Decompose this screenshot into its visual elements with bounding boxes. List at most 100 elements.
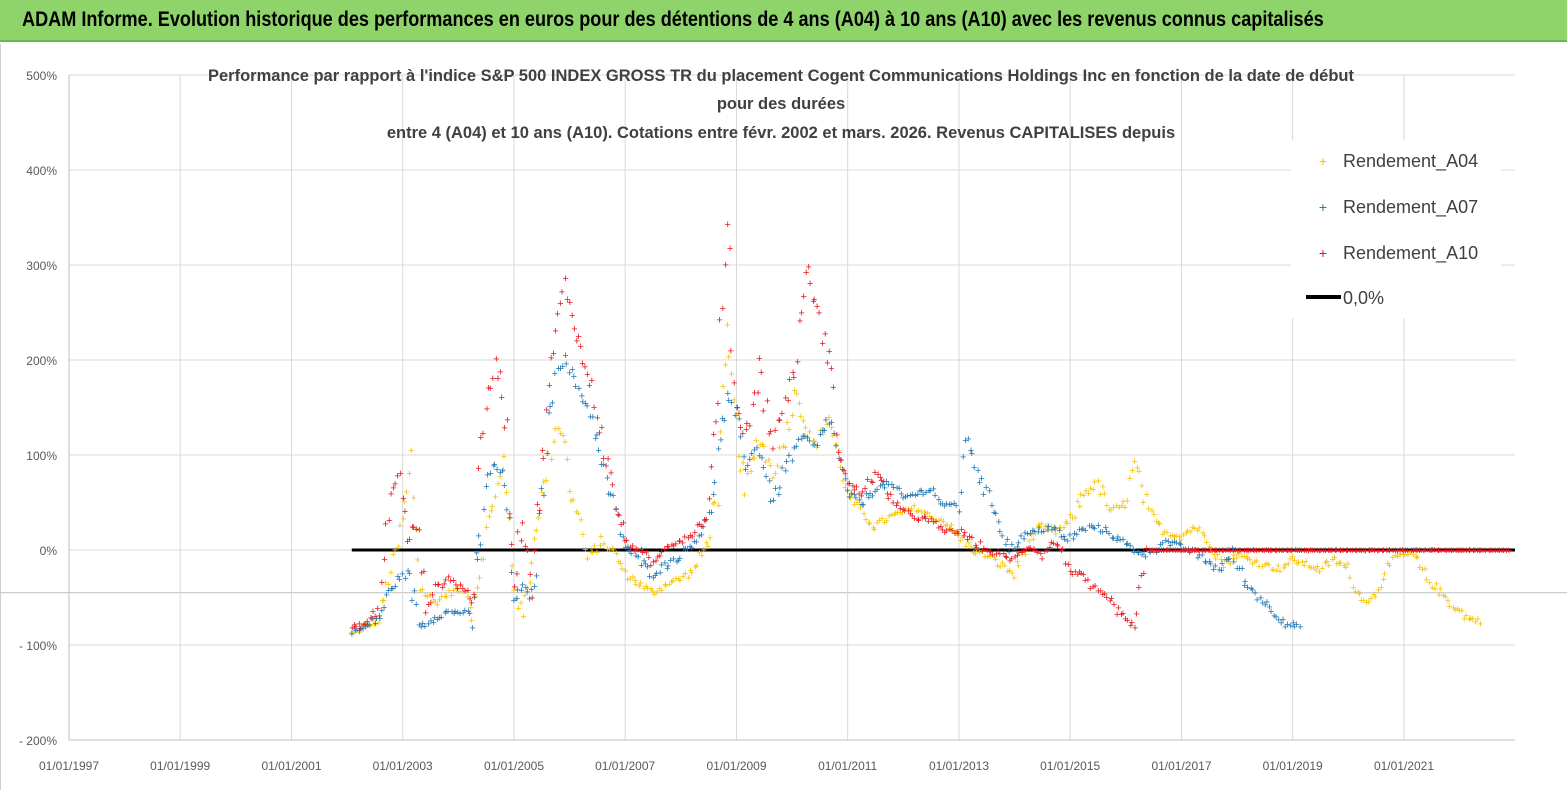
point-a07: +: [836, 453, 842, 465]
point-a07: +: [814, 440, 820, 452]
point-a07: +: [1208, 559, 1214, 571]
point-a04: +: [417, 585, 423, 597]
point-a10: +: [1466, 545, 1472, 557]
point-a07: +: [1147, 547, 1153, 559]
point-a04: +: [364, 619, 370, 631]
point-a04: +: [1035, 521, 1041, 533]
point-a10: +: [696, 519, 702, 531]
point-a10: +: [485, 382, 491, 394]
y-tick-label: 200%: [26, 354, 57, 368]
chart-frame: + + + + + + + + + + + + + + + + + + + + + + + + + + + + + + + + + + + + + + + +…: [0, 44, 1567, 790]
point-a04: +: [388, 567, 394, 579]
point-a04: +: [1252, 556, 1258, 568]
point-a10: +: [1442, 545, 1448, 557]
point-a07: +: [975, 465, 981, 477]
point-a10: +: [635, 545, 641, 557]
point-a10: +: [1129, 617, 1135, 629]
point-a10: +: [1327, 545, 1333, 557]
point-a10: +: [838, 455, 844, 467]
point-a07: +: [399, 568, 405, 580]
point-a10: +: [638, 544, 644, 556]
point-a10: +: [529, 592, 535, 604]
point-a10: +: [770, 444, 776, 456]
point-a10: +: [514, 569, 520, 581]
point-a04: +: [356, 627, 362, 639]
point-a04: +: [703, 537, 709, 549]
point-a04: +: [1275, 561, 1281, 573]
point-a04: +: [442, 591, 448, 603]
point-a04: +: [556, 423, 562, 435]
point-a04: +: [465, 592, 471, 604]
point-a10: +: [1068, 566, 1074, 578]
point-a04: +: [844, 485, 850, 497]
point-a10: +: [539, 445, 545, 457]
point-a04: +: [474, 583, 480, 595]
point-a10: +: [1429, 545, 1435, 557]
point-a07: +: [745, 460, 751, 472]
point-a10: +: [767, 426, 773, 438]
point-a07: +: [1099, 527, 1105, 539]
point-a07: +: [584, 400, 590, 412]
point-a10: +: [860, 487, 866, 499]
point-a07: +: [1006, 546, 1012, 558]
point-a04: +: [1015, 560, 1021, 572]
point-a10: +: [1284, 545, 1290, 557]
point-a10: +: [379, 577, 385, 589]
point-a04: +: [376, 618, 382, 630]
point-a10: +: [375, 603, 381, 615]
point-a07: +: [962, 435, 968, 447]
point-a04: +: [726, 351, 732, 363]
point-a04: +: [540, 477, 546, 489]
point-a04: +: [1381, 569, 1387, 581]
point-a07: +: [1177, 539, 1183, 551]
point-a10: +: [1285, 545, 1291, 557]
point-a07: +: [541, 490, 547, 502]
point-a04: +: [772, 468, 778, 480]
point-a07: +: [716, 443, 722, 455]
point-a10: +: [856, 489, 862, 501]
point-a04: +: [963, 541, 969, 553]
point-a04: +: [1151, 509, 1157, 521]
point-a07: +: [989, 500, 995, 512]
point-a10: +: [801, 291, 807, 303]
point-a10: +: [1078, 568, 1084, 580]
point-a07: +: [469, 622, 475, 634]
point-a10: +: [495, 373, 501, 385]
chart-title-line-3: entre 4 (A04) et 10 ans (A10). Cotations…: [387, 124, 1175, 142]
point-a04: +: [463, 586, 469, 598]
x-tick-label: 01/01/2017: [1151, 759, 1211, 773]
point-a10: +: [1004, 552, 1010, 564]
point-a07: +: [1082, 525, 1088, 537]
point-a07: +: [691, 536, 697, 548]
point-a10: +: [810, 296, 816, 308]
point-a04: +: [1064, 518, 1070, 530]
point-a04: +: [1173, 530, 1179, 542]
point-a07: +: [487, 468, 493, 480]
point-a07: +: [969, 448, 975, 460]
point-a07: +: [923, 487, 929, 499]
point-a04: +: [562, 436, 568, 448]
point-a10: +: [1181, 545, 1187, 557]
point-a10: +: [1001, 548, 1007, 560]
point-a07: +: [396, 574, 402, 586]
point-a04: +: [857, 499, 863, 511]
point-a04: +: [1259, 561, 1265, 573]
point-a04: +: [467, 602, 473, 614]
point-a07: +: [853, 492, 859, 504]
point-a04: +: [724, 319, 730, 331]
point-a07: +: [1103, 526, 1109, 538]
point-a04: +: [1386, 560, 1392, 572]
point-a10: +: [450, 575, 456, 587]
point-a07: +: [593, 433, 599, 445]
x-tick-label: 01/01/2019: [1263, 759, 1323, 773]
point-a07: +: [620, 532, 626, 544]
point-a04: +: [515, 603, 521, 615]
point-a04: +: [782, 442, 788, 454]
point-a07: +: [514, 584, 520, 596]
point-a10: +: [1163, 545, 1169, 557]
point-a04: +: [908, 503, 914, 515]
point-a07: +: [1038, 527, 1044, 539]
point-a10: +: [1305, 545, 1311, 557]
point-a10: +: [1128, 620, 1134, 632]
point-a04: +: [1378, 582, 1384, 594]
